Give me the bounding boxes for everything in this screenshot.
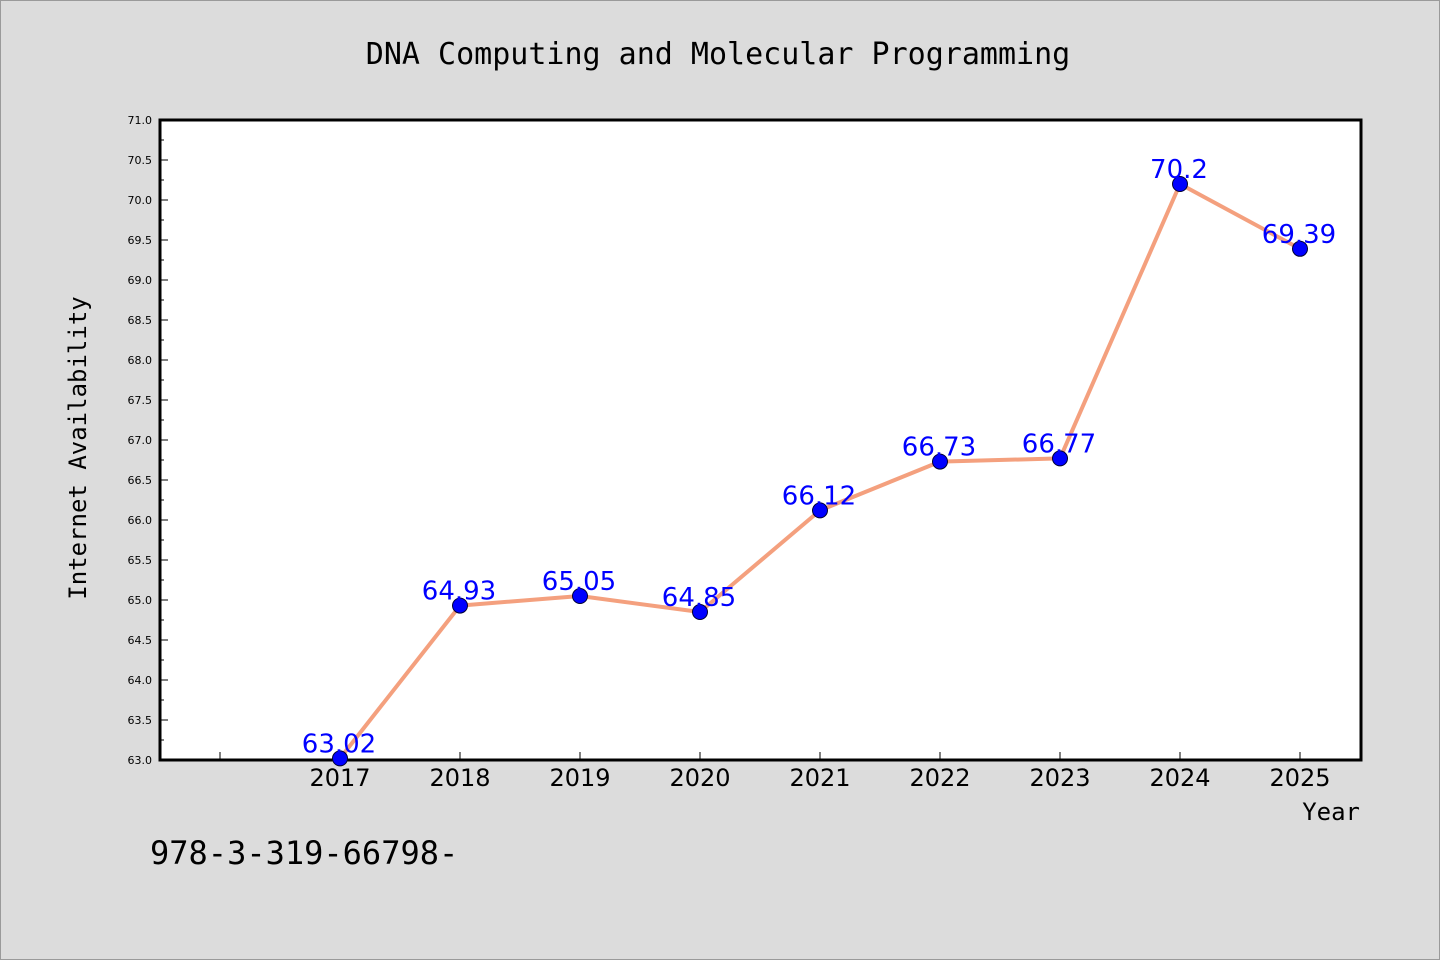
x-tick-label: 2024: [1149, 764, 1210, 792]
y-tick-label: 65.5: [128, 554, 153, 567]
plot-area: [158, 118, 1363, 762]
x-tick-label: 2023: [1029, 764, 1090, 792]
data-point: [1292, 240, 1308, 257]
data-point: [1052, 450, 1068, 467]
y-tick-label: 71.0: [128, 114, 153, 127]
y-tick-label: 70.5: [128, 154, 153, 167]
x-tick-label: 2018: [429, 764, 490, 792]
x-axis-label: Year: [1302, 798, 1360, 826]
y-tick-label: 67.5: [128, 394, 153, 407]
data-label: 66.77: [1022, 429, 1096, 459]
y-tick-label: 67.0: [128, 434, 153, 447]
y-tick-label: 63.5: [128, 714, 153, 727]
y-axis-label: Internet Availability: [64, 296, 92, 599]
x-tick-label: 2025: [1269, 764, 1330, 792]
data-label: 69.39: [1262, 220, 1336, 250]
y-tick-label: 63.0: [128, 754, 153, 767]
y-tick-label: 70.0: [128, 194, 153, 207]
data-labels: 63.02 64.93 65.05 64.85 66.12 66.73 66.77 70.2 6…: [302, 155, 1336, 759]
y-tick-label: 66.5: [128, 474, 153, 487]
x-tick-label: 2022: [909, 764, 970, 792]
y-tick-label: 69.0: [128, 274, 153, 287]
series-internet-availability: [332, 176, 1308, 767]
data-point: [572, 588, 588, 604]
data-point: [1172, 176, 1188, 192]
data-label: 66.73: [902, 433, 976, 463]
data-label: 66.12: [782, 481, 856, 511]
y-tick-label: 68.5: [128, 314, 153, 327]
data-point: [452, 597, 468, 614]
y-tick-label: 69.5: [128, 234, 153, 247]
y-tick-label: 68.0: [128, 354, 153, 367]
y-tick-label: 64.0: [128, 674, 153, 687]
data-label: 63.02: [302, 729, 376, 759]
x-tick-label: 2019: [549, 764, 610, 792]
data-point: [692, 604, 708, 620]
data-label: 70.2: [1150, 155, 1208, 185]
y-tick-label: 66.0: [128, 514, 153, 527]
footer-isbn: 978-3-319-66798-: [150, 834, 458, 872]
x-axis: 2017 2018 2019 2020 2021 2022 2023 2024 2025: [219, 752, 1331, 792]
data-point: [932, 453, 948, 470]
data-label: 64.85: [662, 583, 736, 613]
x-tick-label: 2017: [309, 764, 370, 792]
x-tick-label: 2020: [669, 764, 730, 792]
chart-title: DNA Computing and Molecular Programming: [366, 37, 1070, 72]
data-label: 64.93: [422, 577, 496, 607]
data-label: 65.05: [542, 567, 616, 597]
data-point: [332, 750, 348, 767]
y-axis: 63.0 63.5 64.0 64.5 65.0 65.5 66.0 66.5 67.0 67.5…: [128, 114, 168, 767]
data-point: [812, 502, 828, 519]
y-tick-label: 65.0: [128, 594, 153, 607]
x-tick-label: 2021: [789, 764, 850, 792]
y-tick-label: 64.5: [128, 634, 153, 647]
